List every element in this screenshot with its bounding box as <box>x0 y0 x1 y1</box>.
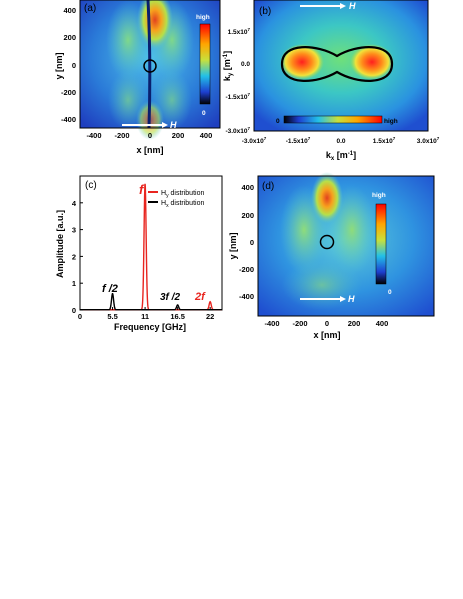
colorbar-b-high: high <box>384 118 398 125</box>
colorbar-b <box>283 115 383 124</box>
annot-f: f <box>139 182 145 197</box>
colorbar-d-zero: 0 <box>388 289 392 296</box>
ylabel-d: y [nm] <box>228 232 238 259</box>
svg-text:-1.5x107: -1.5x107 <box>225 92 250 101</box>
xlabel-b: kx [m-1] <box>326 150 356 162</box>
panel-label-c: (c) <box>85 180 97 191</box>
xtick: -3.0x10 <box>242 138 264 145</box>
ytick: 0 <box>250 238 254 247</box>
panel-a-svg: high 0 H (a) 400 200 0 -200 -400 -400 -2… <box>54 0 221 155</box>
ytick: -1.5x10 <box>225 94 247 101</box>
svg-text:3.0x107: 3.0x107 <box>417 136 440 145</box>
ytick: -200 <box>61 88 76 97</box>
hot-spot-left <box>280 44 324 80</box>
ytick: 0 <box>72 306 76 315</box>
annot-3f-half: 3f /2 <box>160 292 180 303</box>
colorbar-a-high: high <box>196 14 210 21</box>
ytick: 400 <box>241 183 254 192</box>
svg-text:1.5x107: 1.5x107 <box>373 136 396 145</box>
xtick: -200 <box>292 319 307 328</box>
panel-label-d: (d) <box>262 181 274 192</box>
panel-c-svg: 0 5.5 11 16.5 22 0 1 2 3 4 (c) Hy distribution Hx… <box>55 175 223 332</box>
annot-f-half: f /2 <box>102 283 118 295</box>
svg-text:1.5x107: 1.5x107 <box>228 27 251 36</box>
field-label-b: H <box>349 1 356 11</box>
xtick: 0 <box>78 312 82 321</box>
xtick: 400 <box>376 319 389 328</box>
panel-d: high 0 H (d) 400 200 0 -200 -400 -400 -2… <box>222 170 460 340</box>
origin-circle <box>319 234 335 250</box>
ytick: -3.0x10 <box>225 128 247 135</box>
field-label-d: H <box>348 294 355 304</box>
xtick: 0 <box>325 319 329 328</box>
panel-label-a: (a) <box>84 3 96 14</box>
xtick: 16.5 <box>170 312 185 321</box>
contour <box>280 46 394 82</box>
colorbar-d <box>375 203 387 285</box>
ytick: -400 <box>239 292 254 301</box>
ylabel-b: ky [m-1] <box>222 51 234 81</box>
xtick: 400 <box>200 131 213 140</box>
xtick: -1.5x10 <box>286 138 308 145</box>
panel-label-b: (b) <box>259 6 271 17</box>
xtick: 1.5x10 <box>373 138 393 145</box>
colorbar-d-high: high <box>372 192 386 199</box>
colorbar-a-zero: 0 <box>202 110 206 117</box>
dark-line <box>146 0 152 129</box>
ytick: 1.5x10 <box>228 29 248 36</box>
svg-text:-1.5x107: -1.5x107 <box>286 136 311 145</box>
ylabel-c: Amplitude [a.u.] <box>55 210 65 278</box>
xtick: 5.5 <box>107 312 117 321</box>
ytick: 0 <box>72 61 76 70</box>
xtick: 11 <box>141 312 149 321</box>
colorbar-a <box>199 23 211 105</box>
ytick: -400 <box>61 115 76 124</box>
ytick: 4 <box>72 199 77 208</box>
svg-text:-3.0x107: -3.0x107 <box>225 126 250 135</box>
ticks-c: 0 5.5 11 16.5 22 0 1 2 3 4 <box>72 199 215 321</box>
panel-c: 0 5.5 11 16.5 22 0 1 2 3 4 (c) Hy distribution Hx… <box>50 170 230 340</box>
xtick: -400 <box>86 131 101 140</box>
ytick: 200 <box>241 211 254 220</box>
panel-b-svg: H 0 high (b) 1.5x107 0.0 -1.5x107 -3.0x1… <box>222 0 440 162</box>
hot-spot-right <box>350 44 394 80</box>
panel-d-svg: high 0 H (d) 400 200 0 -200 -400 -400 -2… <box>228 172 435 340</box>
panel-a: high 0 H (a) 400 200 0 -200 -400 -400 -2… <box>50 0 230 165</box>
ytick: 400 <box>63 6 76 15</box>
ylabel-a: y [nm] <box>54 52 64 79</box>
xlabel-c: Frequency [GHz] <box>114 322 186 332</box>
svg-text:0.0: 0.0 <box>336 138 345 145</box>
svg-text:0.0: 0.0 <box>241 61 250 68</box>
xtick: 200 <box>172 131 185 140</box>
xtick: -400 <box>264 319 279 328</box>
origin-circle <box>143 59 157 73</box>
svg-text:-3.0x107: -3.0x107 <box>242 136 267 145</box>
ytick: 2 <box>72 252 76 261</box>
hot-lobe <box>137 0 173 50</box>
ytick: 200 <box>63 33 76 42</box>
hot-lobe <box>311 172 343 224</box>
heatmap-b <box>254 0 428 131</box>
xtick: 0 <box>148 131 152 140</box>
ytick: 1 <box>72 279 76 288</box>
field-label-a: H <box>170 120 177 130</box>
ytick: 0.0 <box>241 61 250 68</box>
panel-b: H 0 high (b) 1.5x107 0.0 -1.5x107 -3.0x1… <box>222 0 460 165</box>
xtick: 3.0x10 <box>417 138 437 145</box>
ytick: 3 <box>72 226 76 235</box>
xlabel-a: x [nm] <box>137 145 164 155</box>
xtick: 22 <box>206 312 214 321</box>
xtick: 0.0 <box>336 138 345 145</box>
ytick: -200 <box>239 265 254 274</box>
xtick: -200 <box>114 131 129 140</box>
spectrum <box>80 183 222 311</box>
xtick: 200 <box>348 319 361 328</box>
legend-hy: Hy distribution <box>161 190 204 199</box>
legend-hx: Hx distribution <box>161 200 204 209</box>
colorbar-b-zero: 0 <box>276 118 280 125</box>
xlabel-d: x [nm] <box>314 330 341 340</box>
annot-2f: 2f <box>194 291 206 303</box>
series-line <box>80 293 222 311</box>
